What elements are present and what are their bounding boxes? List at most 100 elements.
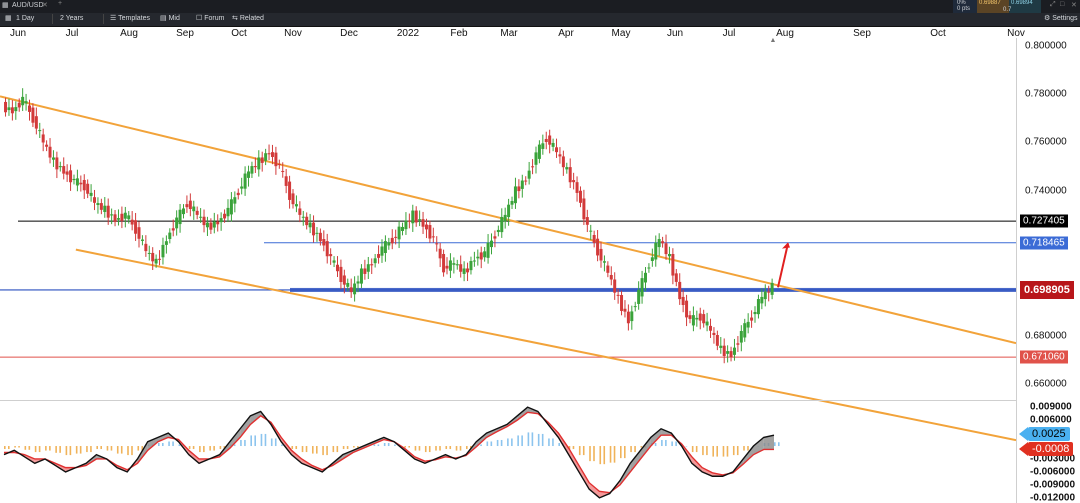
candle-body — [223, 213, 227, 219]
price-chart[interactable] — [0, 0, 1016, 503]
candle-body — [14, 107, 18, 112]
candle-body — [158, 258, 162, 260]
trendline-upper-channel — [0, 95, 1016, 345]
chart-toolbar: ▦ 1 Day 2 Years ☰ Templates ▤ Mid ☐ Foru… — [0, 13, 1080, 27]
candle-body — [281, 170, 285, 172]
candle-body — [284, 176, 288, 186]
mid-button[interactable]: ▤ Mid — [156, 14, 184, 24]
price-axis[interactable]: 0.800000 0.780000 0.760000 0.740000 0.680000… — [1016, 38, 1080, 503]
candle-body — [729, 351, 733, 358]
range-selector[interactable]: 2 Years — [60, 15, 84, 22]
signal-value-tag-pointer — [1019, 442, 1028, 456]
candle-body — [424, 224, 428, 230]
candle-body — [483, 251, 487, 258]
histogram-bar — [116, 446, 119, 454]
histogram-bar — [137, 446, 140, 451]
candle-body — [448, 260, 452, 271]
histogram-bar — [172, 441, 174, 447]
candle-body — [691, 315, 695, 326]
histogram-bar — [240, 439, 242, 447]
candle-body — [739, 330, 743, 343]
histogram-bar — [599, 446, 602, 465]
histogram-bar — [141, 446, 144, 451]
interval-selector[interactable]: 1 Day — [16, 15, 35, 22]
candle-body — [596, 238, 600, 256]
histogram-bar — [552, 438, 554, 447]
histogram-bar — [168, 441, 170, 447]
histogram-bar — [270, 438, 273, 447]
candle-body — [17, 102, 21, 108]
related-button[interactable]: ⇆ Related — [228, 14, 268, 24]
candle-body — [120, 213, 124, 221]
settings-button[interactable]: ⚙ Settings — [1040, 14, 1080, 24]
macd-value-tag: 0.0025 — [1028, 427, 1070, 441]
expand-icon[interactable]: ⤢ — [1050, 1, 1056, 8]
candle-body — [428, 225, 432, 239]
candle-body — [767, 291, 771, 293]
level-tag: 0.671060 — [1020, 350, 1068, 364]
candle-body — [390, 237, 394, 244]
histogram-bar — [691, 446, 694, 453]
ask-box[interactable]: 0.69894 — [1009, 0, 1041, 13]
add-tab-icon[interactable]: + — [58, 0, 63, 7]
window-icon: ▦ — [2, 2, 9, 9]
histogram-bar — [445, 446, 448, 450]
pane-divider[interactable] — [0, 400, 1016, 401]
forum-icon: ☐ — [196, 15, 205, 22]
month-label: Dec — [340, 28, 358, 39]
candle-body — [637, 289, 641, 304]
candle-body — [349, 287, 353, 293]
histogram-bar — [732, 446, 735, 456]
candle-body — [21, 96, 25, 106]
histogram-bar — [383, 443, 386, 447]
candle-body — [500, 216, 504, 233]
candle-body — [359, 268, 363, 284]
candle-body — [291, 193, 295, 205]
candle-body — [750, 317, 754, 321]
candle-body — [41, 134, 45, 143]
candle-body — [654, 242, 658, 260]
price-tick-label: 0.780000 — [1025, 88, 1067, 100]
candle-body — [151, 252, 155, 262]
candle-body — [137, 227, 141, 239]
candle-body — [123, 212, 127, 219]
histogram-bar — [418, 446, 421, 451]
change-pts: 0 pts — [957, 6, 971, 12]
candle-body — [404, 220, 408, 230]
candle-body — [267, 153, 271, 155]
close-tab-icon[interactable]: ✕ — [42, 2, 48, 9]
candle-body — [462, 268, 466, 274]
histogram-bar — [716, 446, 718, 457]
histogram-bar — [722, 446, 725, 457]
price-tick-label: 0.740000 — [1025, 185, 1067, 197]
histogram-bar — [120, 446, 123, 454]
close-window-icon[interactable]: ✕ — [1071, 2, 1077, 9]
mid-icon: ▤ — [160, 15, 169, 22]
restore-icon[interactable]: □ — [1060, 1, 1065, 8]
histogram-bar — [675, 441, 677, 447]
macd-fill — [229, 428, 241, 449]
candle-body — [130, 219, 134, 225]
bid-box[interactable]: 0.69887 — [977, 0, 1009, 13]
month-label: Sep — [853, 28, 871, 39]
histogram-bar — [250, 435, 252, 447]
candle-body — [199, 216, 203, 218]
templates-icon: ☰ — [110, 15, 119, 22]
histogram-bar — [8, 446, 10, 450]
candle-body — [205, 222, 209, 228]
candle-body — [161, 244, 165, 258]
histogram-bar — [75, 446, 78, 454]
candle-body — [719, 345, 723, 348]
candle-body — [537, 144, 541, 159]
candle-body — [93, 197, 97, 203]
layout-icon[interactable]: ▦ — [5, 15, 12, 22]
histogram-bar — [295, 446, 298, 450]
histogram-bar — [100, 446, 102, 450]
forum-button[interactable]: ☐ Forum — [192, 14, 228, 24]
candle-body — [455, 264, 459, 266]
templates-button[interactable]: ☰ Templates — [106, 14, 154, 24]
candle-body — [760, 296, 764, 304]
time-marker-icon[interactable]: ▲ — [769, 37, 777, 44]
histogram-bar — [521, 435, 523, 447]
candle-body — [664, 243, 668, 255]
